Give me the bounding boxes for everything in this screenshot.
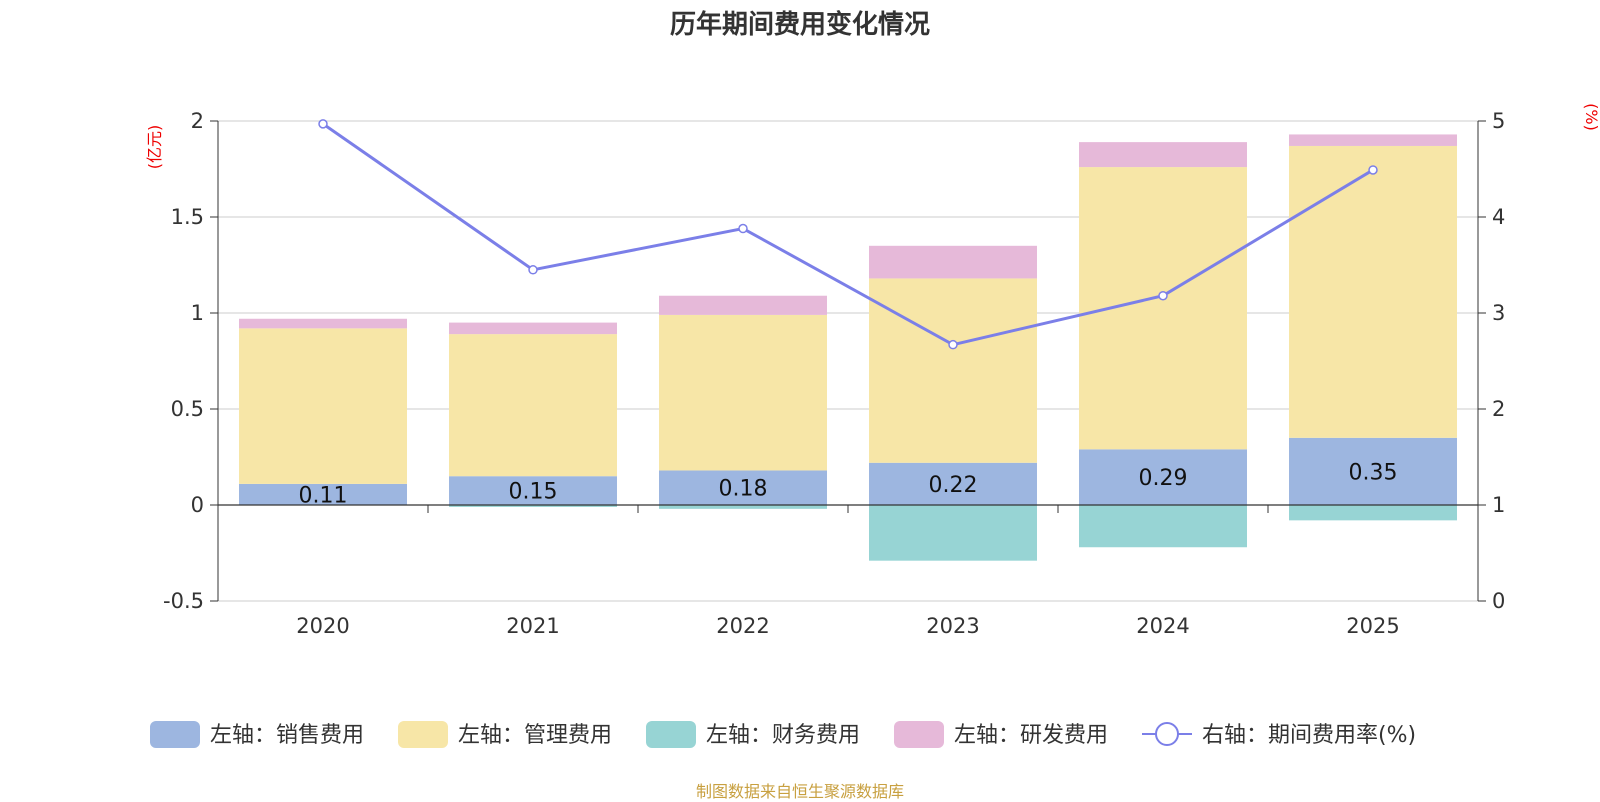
bar-3[interactable] [869,505,1037,561]
line-series [318,119,1378,350]
left-tick-label: 2 [191,109,204,133]
bar-value-label: 0.29 [1139,466,1188,491]
legend-swatch [646,721,696,748]
chart-title: 历年期间费用变化情况 [669,10,930,40]
bar-2[interactable] [1289,145,1457,438]
bar-4[interactable] [869,245,1037,279]
left-tick-label: -0.5 [163,589,204,613]
bar-2[interactable] [659,314,827,471]
left-tick-label: 1.5 [171,205,204,229]
legend-label: 左轴：管理费用 [458,723,612,748]
right-tick-label: 3 [1492,301,1505,325]
legend-item-1[interactable]: 左轴：销售费用 [150,721,364,748]
bar-4[interactable] [659,295,827,315]
bar-3[interactable] [449,505,617,507]
legend-label: 左轴：财务费用 [706,723,860,748]
right-tick-label: 2 [1492,397,1505,421]
x-tick-label: 2020 [296,614,349,638]
left-axis-unit: (亿元) [145,125,164,170]
bar-series [239,134,1457,561]
line-point[interactable] [318,119,328,129]
right-tick-label: 4 [1492,205,1505,229]
bar-1[interactable] [449,476,617,505]
legend-label: 左轴：研发费用 [954,723,1108,748]
legend-item-2[interactable]: 左轴：管理费用 [398,721,612,748]
bar-2[interactable] [869,278,1037,463]
legend-item-4[interactable]: 左轴：研发费用 [894,721,1108,748]
bar-4[interactable] [449,322,617,335]
legend: 左轴：销售费用 左轴：管理费用 左轴：财务费用 左轴：研发费用 右轴：期间费用率(%) [150,721,1416,748]
bar-value-label: 0.15 [509,480,558,505]
legend-marker [1155,722,1179,746]
bar-value-label: 0.35 [1349,460,1398,485]
right-axis-unit: (%) [1582,103,1600,131]
bar-1[interactable] [869,462,1037,505]
legend-item-5[interactable]: 右轴：期间费用率(%) [1142,722,1416,748]
left-tick-label: 0 [191,493,204,517]
bar-value-label: 0.22 [929,473,978,498]
x-tick-label: 2024 [1136,614,1189,638]
line-point[interactable] [738,223,748,234]
left-tick-label: 1 [191,301,204,325]
bar-3[interactable] [1079,505,1247,548]
right-tick-label: 1 [1492,493,1505,517]
bar-2[interactable] [449,334,617,477]
bar-value-label: 0.11 [299,483,348,508]
bar-4[interactable] [1289,134,1457,146]
left-tick-label: 0.5 [171,397,204,421]
line-path [322,122,1374,347]
bar-1[interactable] [239,483,407,505]
legend-label: 左轴：销售费用 [210,723,364,748]
bar-1[interactable] [659,470,827,505]
line-point[interactable] [1158,290,1168,301]
line-point[interactable] [948,339,958,350]
bar-3[interactable] [659,505,827,509]
data-labels: 0.11 0.15 0.18 0.22 0.29 0.35 [299,460,1398,508]
legend-swatch [150,721,200,748]
source-note: 制图数据来自恒生聚源数据库 [695,782,904,801]
bar-2[interactable] [239,328,407,484]
bar-value-label: 0.18 [719,477,768,502]
line-point[interactable] [1368,165,1378,175]
right-tick-label: 0 [1492,589,1505,613]
legend-item-3[interactable]: 左轴：财务费用 [646,721,860,748]
x-tick-label: 2023 [926,614,979,638]
right-tick-label: 5 [1492,109,1505,133]
bar-4[interactable] [1079,142,1247,168]
x-tick-label: 2021 [506,614,559,638]
axes: -0.5 0 0.5 1 1.5 2 0 1 2 3 4 5 (亿元) (%) 2020 2021 2022 20… [145,103,1600,638]
x-tick-label: 2025 [1346,614,1399,638]
bar-1[interactable] [1289,437,1457,505]
legend-swatch [398,721,448,748]
x-tick-label: 2022 [716,614,769,638]
bar-4[interactable] [239,318,407,329]
legend-label: 右轴：期间费用率(%) [1202,723,1416,748]
legend-swatch [894,721,944,748]
bar-3[interactable] [1289,505,1457,521]
bar-1[interactable] [1079,449,1247,505]
line-point[interactable] [528,265,538,275]
